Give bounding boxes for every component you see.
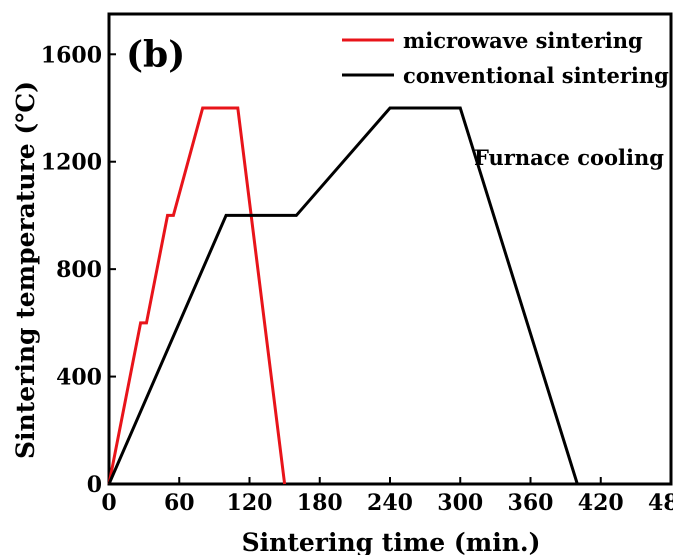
series-line-conventional bbox=[107, 106, 579, 485]
y-tick-label: 400 bbox=[56, 365, 102, 391]
x-tick-label: 180 bbox=[297, 490, 343, 516]
legend-label-conventional: conventional sintering bbox=[403, 63, 669, 88]
x-tick-label: 120 bbox=[227, 490, 273, 516]
y-axis-title: Sintering temperature (℃) bbox=[11, 81, 40, 459]
legend-label-microwave: microwave sintering bbox=[403, 28, 643, 53]
axes bbox=[107, 12, 673, 486]
x-axis-title: Sintering time (min.) bbox=[242, 528, 541, 555]
series-lines bbox=[107, 106, 579, 485]
x-tick-label: 300 bbox=[437, 490, 483, 516]
legend: microwave sintering conventional sinteri… bbox=[342, 28, 669, 88]
y-tick-label: 1600 bbox=[41, 42, 102, 68]
annotation-furnace-cooling: Furnace cooling bbox=[474, 145, 664, 170]
x-tick-label: 480 bbox=[648, 490, 673, 516]
x-tick-label: 240 bbox=[367, 490, 413, 516]
y-tick-label: 1200 bbox=[41, 150, 102, 176]
y-tick-label: 0 bbox=[87, 472, 102, 498]
x-tick-label: 420 bbox=[578, 490, 624, 516]
x-tick-label: 0 bbox=[101, 490, 116, 516]
series-line-microwave bbox=[107, 106, 287, 485]
x-tick-label: 360 bbox=[508, 490, 554, 516]
tick-labels: 0 60 120 180 240 300 360 420 480 0 400 800 1200 1600 bbox=[41, 42, 673, 516]
x-tick-label: 60 bbox=[164, 490, 195, 516]
y-tick-label: 800 bbox=[56, 257, 102, 283]
panel-label: (b) bbox=[126, 34, 185, 76]
